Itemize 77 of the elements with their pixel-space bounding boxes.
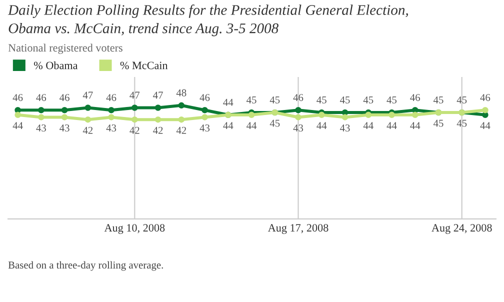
point: [412, 112, 418, 118]
data-label: 45: [456, 96, 467, 104]
point: [154, 104, 162, 111]
point: [132, 116, 138, 123]
data-label: 45: [340, 96, 350, 104]
data-label: 44: [410, 122, 420, 130]
data-label: 43: [293, 124, 304, 132]
data-label: 44: [246, 122, 257, 130]
data-label: 47: [130, 92, 140, 99]
data-label: 46: [410, 94, 420, 102]
point: [295, 114, 302, 120]
point: [388, 112, 395, 118]
data-label: 45: [363, 96, 374, 104]
point: [202, 114, 208, 120]
legend-label: % McCain: [120, 62, 168, 70]
point: [248, 112, 255, 118]
data-label: 45: [246, 96, 256, 104]
point: [365, 112, 372, 118]
data-label: 43: [200, 124, 210, 132]
data-label: 44: [480, 122, 490, 130]
data-label: 43: [106, 124, 116, 132]
point: [318, 112, 325, 118]
data-label: 43: [60, 124, 70, 132]
point: [132, 104, 138, 111]
point: [108, 114, 114, 120]
point: [342, 114, 348, 120]
x-tick-label: Aug 10, 2008: [104, 224, 165, 234]
point: [38, 114, 44, 120]
data-label: 47: [153, 92, 163, 99]
data-label: 46: [106, 94, 116, 102]
data-label: 45: [270, 120, 280, 127]
text: Based on a three-day rolling average.: [8, 261, 163, 271]
point: [61, 114, 68, 120]
data-label: 44: [223, 98, 234, 106]
point: [154, 116, 162, 123]
data-label: 46: [12, 94, 23, 102]
legend-label: % Obama: [34, 61, 78, 70]
data-label: 42: [82, 126, 93, 134]
data-label: 45: [433, 120, 444, 127]
x-tick-label: Aug 24, 2008: [432, 224, 492, 234]
data-label: 44: [363, 122, 374, 130]
point: [61, 107, 68, 114]
data-label: 45: [316, 96, 326, 104]
data-label: 45: [386, 96, 397, 104]
data-label: 43: [36, 124, 46, 132]
data-label: 44: [223, 122, 234, 130]
point: [84, 104, 92, 111]
data-label: 45: [433, 96, 444, 104]
data-label: 46: [200, 94, 210, 102]
x-tick-label: Aug 17, 2008: [268, 224, 328, 234]
data-label: 43: [340, 124, 350, 132]
chart-title: Daily Election Polling Results for the Presidential General Election, Obama vs. McCain, trend since Aug. 3-5 2008: [8, 4, 408, 36]
data-label: 42: [176, 126, 186, 134]
data-label: 45: [270, 96, 280, 104]
data-label: 44: [386, 122, 397, 130]
point: [84, 116, 92, 123]
point: [295, 107, 302, 114]
point: [38, 107, 44, 114]
point: [178, 102, 185, 109]
data-label: 42: [153, 126, 163, 134]
point: [412, 107, 418, 114]
data-label: 44: [12, 122, 23, 130]
data-label: 48: [176, 89, 186, 96]
data-label: 47: [82, 92, 93, 99]
point: [178, 116, 185, 123]
data-label: 42: [130, 126, 140, 134]
data-label: 44: [316, 122, 327, 130]
data-label: 46: [293, 94, 304, 102]
point: [108, 107, 114, 114]
data-label: 46: [36, 94, 46, 102]
data-label: 46: [480, 94, 490, 102]
point: [482, 107, 488, 114]
chart-subtitle: National registered voters: [8, 44, 122, 54]
data-label: 46: [60, 94, 70, 102]
point: [202, 107, 208, 114]
point: [14, 112, 21, 118]
data-label: 45: [456, 120, 467, 127]
